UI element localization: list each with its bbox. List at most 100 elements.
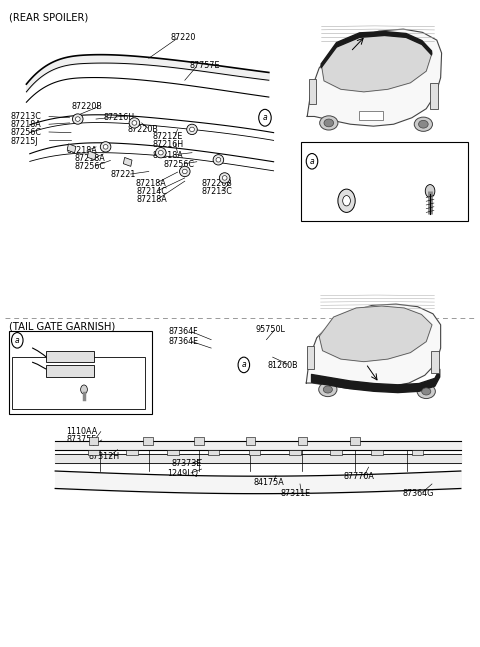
- Ellipse shape: [324, 386, 333, 393]
- Text: 87218A: 87218A: [11, 120, 41, 129]
- Ellipse shape: [100, 142, 111, 152]
- Bar: [46, 351, 94, 362]
- Ellipse shape: [187, 124, 197, 135]
- Ellipse shape: [216, 158, 221, 162]
- Text: 87770A: 87770A: [343, 472, 374, 481]
- Polygon shape: [319, 306, 432, 362]
- Polygon shape: [306, 304, 441, 389]
- Bar: [194, 437, 204, 445]
- Text: 87221: 87221: [110, 170, 136, 179]
- Text: a: a: [15, 336, 20, 345]
- Bar: [298, 437, 307, 445]
- Bar: [289, 450, 301, 455]
- Ellipse shape: [419, 120, 428, 128]
- Bar: [246, 437, 255, 445]
- Circle shape: [238, 357, 250, 373]
- Text: 87212E: 87212E: [153, 132, 183, 141]
- Text: 1731JE: 1731JE: [337, 157, 366, 166]
- Circle shape: [338, 189, 355, 212]
- Bar: [359, 111, 383, 120]
- Bar: [430, 83, 438, 109]
- Text: 1243BH: 1243BH: [14, 391, 46, 400]
- Bar: [67, 144, 76, 153]
- Text: 92511: 92511: [14, 382, 40, 391]
- Text: 87757E: 87757E: [190, 61, 220, 71]
- Polygon shape: [322, 34, 432, 92]
- Text: 87256C: 87256C: [74, 162, 106, 171]
- Ellipse shape: [222, 176, 227, 181]
- Text: 87364E: 87364E: [169, 337, 199, 346]
- Text: 87213C: 87213C: [11, 112, 41, 121]
- Ellipse shape: [417, 384, 435, 399]
- Text: 87216H: 87216H: [103, 113, 134, 122]
- Text: 87220: 87220: [170, 33, 196, 42]
- Ellipse shape: [75, 116, 80, 122]
- Circle shape: [306, 153, 318, 169]
- Text: 1335AA: 1335AA: [76, 334, 107, 344]
- Bar: [309, 79, 316, 104]
- Ellipse shape: [421, 388, 431, 395]
- Bar: [330, 450, 342, 455]
- Bar: [371, 450, 383, 455]
- Text: 18645B: 18645B: [11, 353, 41, 362]
- Text: 87373E: 87373E: [172, 459, 202, 468]
- Bar: [143, 437, 153, 445]
- Ellipse shape: [103, 144, 108, 149]
- Ellipse shape: [414, 117, 432, 131]
- Text: 87375F: 87375F: [66, 435, 96, 444]
- Bar: [431, 351, 439, 373]
- Text: 1129AA: 1129AA: [414, 157, 446, 166]
- Ellipse shape: [180, 166, 190, 177]
- Text: 84175A: 84175A: [253, 477, 284, 487]
- Text: 81260B: 81260B: [268, 361, 299, 370]
- Text: 87213C: 87213C: [202, 187, 232, 196]
- Text: 87218A: 87218A: [66, 146, 97, 155]
- Text: 87256C: 87256C: [163, 160, 194, 170]
- Text: 87364F: 87364F: [169, 327, 199, 336]
- Ellipse shape: [324, 119, 334, 127]
- Ellipse shape: [129, 118, 140, 128]
- Ellipse shape: [213, 155, 224, 165]
- Text: 87218A: 87218A: [135, 179, 166, 188]
- Text: 1110AA: 1110AA: [66, 427, 97, 436]
- Bar: [350, 437, 360, 445]
- Text: 1339CC: 1339CC: [109, 347, 141, 356]
- Text: 87220B: 87220B: [127, 125, 158, 134]
- Ellipse shape: [72, 114, 83, 124]
- Text: a: a: [241, 360, 246, 369]
- Bar: [87, 151, 96, 160]
- Text: 87220B: 87220B: [71, 102, 102, 111]
- Ellipse shape: [182, 169, 187, 173]
- Text: 87312H: 87312H: [89, 452, 120, 461]
- Bar: [126, 450, 138, 455]
- Text: 95750L: 95750L: [255, 325, 285, 334]
- Bar: [249, 450, 260, 455]
- Text: 92511: 92511: [11, 361, 36, 370]
- Bar: [88, 450, 99, 455]
- Text: 87214C: 87214C: [137, 187, 168, 196]
- Bar: [123, 157, 132, 166]
- Ellipse shape: [219, 173, 230, 183]
- Polygon shape: [307, 29, 442, 126]
- Bar: [46, 365, 94, 377]
- Text: 87311E: 87311E: [281, 488, 311, 498]
- Bar: [307, 346, 314, 369]
- Text: 92506A: 92506A: [13, 335, 44, 344]
- Text: a: a: [263, 113, 267, 122]
- Ellipse shape: [319, 382, 337, 397]
- Text: a: a: [310, 157, 314, 166]
- Ellipse shape: [320, 116, 338, 130]
- Text: 18645B: 18645B: [14, 374, 45, 383]
- FancyBboxPatch shape: [12, 357, 145, 409]
- Circle shape: [425, 184, 435, 197]
- FancyBboxPatch shape: [9, 331, 152, 414]
- Text: 87215J: 87215J: [11, 137, 38, 146]
- Text: (REAR SPOILER): (REAR SPOILER): [9, 13, 88, 23]
- Text: 87216H: 87216H: [153, 140, 184, 149]
- Ellipse shape: [190, 127, 194, 132]
- Circle shape: [81, 385, 87, 394]
- Text: 87256C: 87256C: [11, 128, 42, 137]
- Text: 1249LQ: 1249LQ: [167, 469, 198, 478]
- Text: 87218A: 87218A: [137, 195, 168, 204]
- Text: 87364G: 87364G: [402, 488, 433, 498]
